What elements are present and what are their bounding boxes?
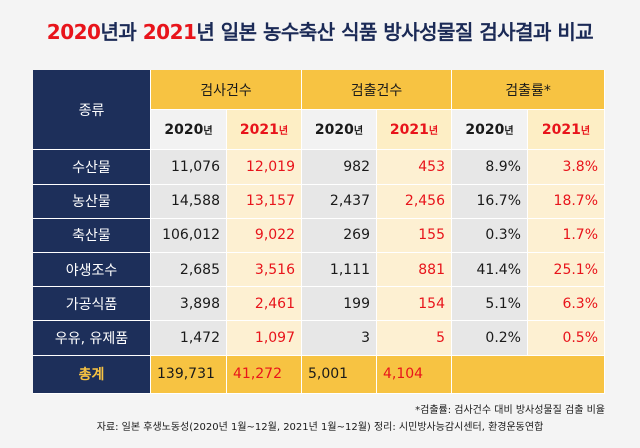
cell-rate-2021: 6.3% <box>528 287 606 322</box>
cell-tests-2020: 106,012 <box>151 218 227 254</box>
cell-rate-2021: 25.1% <box>528 253 606 288</box>
year-header-value: 2020 <box>465 121 505 138</box>
row-category: 농산물 <box>33 184 151 219</box>
cell-tests-2021: 3,516 <box>227 253 302 288</box>
year-header-suffix: 년 <box>353 125 364 137</box>
group-header-rate: 검출률* <box>452 70 606 111</box>
cell-detections-2021: 155 <box>377 218 452 254</box>
total-tests-2020: 139,731 <box>151 355 227 394</box>
year-header-value: 2020 <box>164 121 204 138</box>
cell-detections-2020: 269 <box>302 218 377 254</box>
year-header-suffix: 년 <box>504 125 514 137</box>
year-header-value: 2021 <box>239 121 279 138</box>
year-header-suffix: 년 <box>278 125 289 137</box>
cell-rate-2020: 0.2% <box>452 321 528 356</box>
cell-rate-2020: 5.1% <box>452 287 528 322</box>
comparison-table: 종류 검사건수 검출건수 검출률* 2020년 2021년 2020년 2021… <box>33 70 606 394</box>
cell-rate-2021: 3.8% <box>528 150 606 185</box>
table-row: 야생조수 2,685 3,516 1,111 881 41.4% 25.1% <box>33 253 606 288</box>
footnote: *검출률: 검사건수 대비 방사성물질 검출 비율 <box>415 405 605 416</box>
year-header-suffix: 년 <box>580 125 591 137</box>
title-year-2020: 2020 <box>46 20 101 44</box>
cell-tests-2021: 2,461 <box>227 287 302 322</box>
cell-rate-2020: 16.7% <box>452 184 528 219</box>
table-row: 수산물 11,076 12,019 982 453 8.9% 3.8% <box>33 150 606 185</box>
cell-rate-2020: 0.3% <box>452 218 528 254</box>
cell-rate-2020: 8.9% <box>452 150 528 185</box>
cell-detections-2021: 2,456 <box>377 184 452 219</box>
group-header-tests: 검사건수 <box>151 70 302 111</box>
group-header-detections: 검출건수 <box>302 70 452 111</box>
cell-tests-2021: 9,022 <box>227 218 302 254</box>
header-row-years: 2020년 2021년 2020년 2021년 2020년 2021년 <box>33 110 606 151</box>
category-header: 종류 <box>33 70 151 151</box>
title-rest: 년 일본 농수축산 식품 방사성물질 검사결과 비교 <box>196 20 594 44</box>
year-header-2021: 2021년 <box>528 110 606 151</box>
row-category: 수산물 <box>33 150 151 185</box>
cell-rate-2021: 1.7% <box>528 218 606 254</box>
table-row: 농산물 14,588 13,157 2,437 2,456 16.7% 18.7… <box>33 184 606 219</box>
cell-tests-2021: 12,019 <box>227 150 302 185</box>
total-label: 총계 <box>33 355 151 394</box>
table-row: 축산물 106,012 9,022 269 155 0.3% 1.7% <box>33 218 606 254</box>
year-header-suffix: 년 <box>428 125 439 137</box>
row-category: 가공식품 <box>33 287 151 322</box>
year-header-2021: 2021년 <box>227 110 302 151</box>
total-detections-2020: 5,001 <box>302 355 377 394</box>
cell-detections-2020: 3 <box>302 321 377 356</box>
cell-detections-2021: 881 <box>377 253 452 288</box>
title-year-2021: 2021 <box>142 20 197 44</box>
year-header-value: 2020 <box>314 121 354 138</box>
total-tests-2021: 41,272 <box>227 355 302 394</box>
page-title: 2020년과 2021년 일본 농수축산 식품 방사성물질 검사결과 비교 <box>0 16 640 45</box>
table-row: 가공식품 3,898 2,461 199 154 5.1% 6.3% <box>33 287 606 322</box>
total-detections-2021: 4,104 <box>377 355 452 394</box>
cell-tests-2021: 13,157 <box>227 184 302 219</box>
year-header-2020: 2020년 <box>302 110 377 151</box>
cell-detections-2021: 453 <box>377 150 452 185</box>
cell-detections-2020: 199 <box>302 287 377 322</box>
year-header-value: 2021 <box>389 121 429 138</box>
cell-tests-2020: 14,588 <box>151 184 227 219</box>
row-category: 야생조수 <box>33 253 151 288</box>
cell-tests-2020: 11,076 <box>151 150 227 185</box>
year-header-value: 2021 <box>541 121 581 138</box>
cell-detections-2021: 154 <box>377 287 452 322</box>
row-category: 축산물 <box>33 218 151 254</box>
cell-tests-2020: 1,472 <box>151 321 227 356</box>
cell-rate-2021: 0.5% <box>528 321 606 356</box>
cell-rate-2020: 41.4% <box>452 253 528 288</box>
table-row: 우유, 유제품 1,472 1,097 3 5 0.2% 0.5% <box>33 321 606 356</box>
cell-detections-2020: 1,111 <box>302 253 377 288</box>
cell-detections-2020: 2,437 <box>302 184 377 219</box>
cell-detections-2020: 982 <box>302 150 377 185</box>
cell-tests-2020: 3,898 <box>151 287 227 322</box>
year-header-2020: 2020년 <box>452 110 528 151</box>
year-header-suffix: 년 <box>203 125 213 137</box>
title-conjunction: 년과 <box>100 20 143 44</box>
row-category: 우유, 유제품 <box>33 321 151 356</box>
cell-tests-2021: 1,097 <box>227 321 302 356</box>
cell-tests-2020: 2,685 <box>151 253 227 288</box>
source-note: 자료: 일본 후생노동성(2020년 1월~12월, 2021년 1월~12월)… <box>96 422 544 433</box>
cell-detections-2021: 5 <box>377 321 452 356</box>
total-row: 총계 139,731 41,272 5,001 4,104 <box>33 355 606 394</box>
total-rate-empty <box>452 355 606 394</box>
header-row-groups: 종류 검사건수 검출건수 검출률* <box>33 70 606 151</box>
year-header-2020: 2020년 <box>151 110 227 151</box>
year-header-2021: 2021년 <box>377 110 452 151</box>
cell-rate-2021: 18.7% <box>528 184 606 219</box>
